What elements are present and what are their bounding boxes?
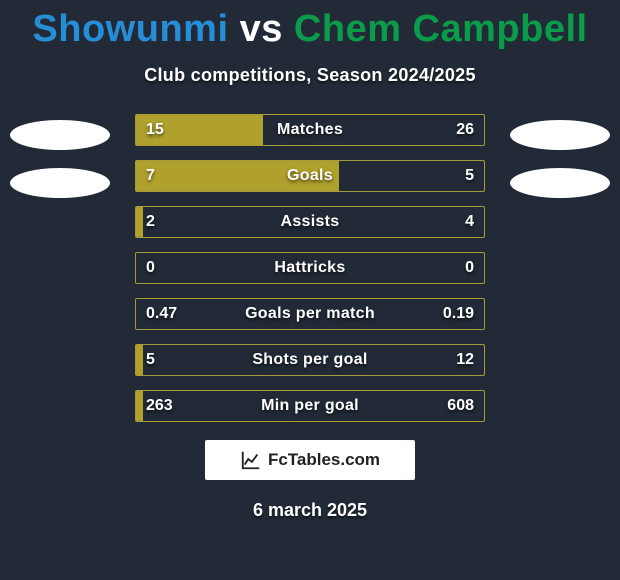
title-vs: vs: [240, 8, 283, 50]
avatar: [10, 120, 110, 150]
stat-row: 0.47Goals per match0.19: [135, 298, 485, 330]
title-player1: Showunmi: [32, 8, 228, 50]
chart-icon: [240, 449, 262, 471]
avatars-right: [510, 120, 610, 198]
avatar: [10, 168, 110, 198]
stat-value-right: 0.19: [443, 305, 474, 323]
stat-value-right: 0: [465, 259, 474, 277]
stat-row: 0Hattricks0: [135, 252, 485, 284]
stat-row: 7Goals5: [135, 160, 485, 192]
stat-value-right: 608: [447, 397, 474, 415]
stat-metric-label: Matches: [136, 121, 484, 139]
stat-metric-label: Goals per match: [136, 305, 484, 323]
title-player2: Chem Campbell: [294, 8, 588, 50]
stat-metric-label: Assists: [136, 213, 484, 231]
stat-value-right: 26: [456, 121, 474, 139]
avatar: [510, 168, 610, 198]
stat-row: 15Matches26: [135, 114, 485, 146]
comparison-bars: 15Matches26 7Goals5 2Assists4 0Hattricks0 0.…: [135, 114, 485, 422]
stat-value-right: 5: [465, 167, 474, 185]
brand-text: FcTables.com: [268, 450, 380, 470]
avatar: [510, 120, 610, 150]
subtitle: Club competitions, Season 2024/2025: [0, 65, 620, 86]
stat-metric-label: Hattricks: [136, 259, 484, 277]
stat-value-right: 4: [465, 213, 474, 231]
stat-metric-label: Shots per goal: [136, 351, 484, 369]
stat-row: 5Shots per goal12: [135, 344, 485, 376]
stat-row: 2Assists4: [135, 206, 485, 238]
stat-row: 263Min per goal608: [135, 390, 485, 422]
stat-metric-label: Min per goal: [136, 397, 484, 415]
date-text: 6 march 2025: [0, 500, 620, 521]
stat-metric-label: Goals: [136, 167, 484, 185]
stat-value-right: 12: [456, 351, 474, 369]
brand-badge: FcTables.com: [205, 440, 415, 480]
avatars-left: [10, 120, 110, 198]
page-title: Showunmi vs Chem Campbell: [0, 0, 620, 51]
